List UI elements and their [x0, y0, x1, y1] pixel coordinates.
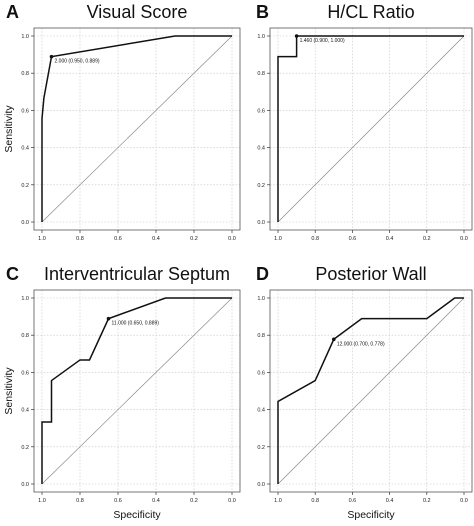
- y-tick-label: 0.8: [21, 333, 29, 339]
- x-tick-label: 0.8: [311, 498, 319, 504]
- y-tick-label: 1.0: [21, 34, 29, 40]
- y-tick-label: 0.0: [21, 220, 29, 226]
- x-tick-label: 0.6: [114, 236, 122, 242]
- roc-panel-c: 1.0 0.8 0.6 0.4 0.2 0.0 0.0 0.2 0.4 0.6 0.8 1.0 11.0…: [3, 264, 241, 521]
- y-tick-label: 0.2: [21, 183, 29, 189]
- cutoff-label: 12.000 (0.700, 0.778): [337, 341, 385, 347]
- x-tick-label: 0.8: [311, 236, 319, 242]
- x-tick-label: 0.6: [349, 498, 357, 504]
- reference-diagonal: [277, 297, 465, 485]
- cutoff-point: [49, 54, 54, 59]
- cutoff-label: 1.460 (0.900, 1.000): [300, 38, 345, 44]
- y-tick-label: 0.2: [21, 445, 29, 451]
- roc-curve: [277, 297, 464, 484]
- roc-panel-b: 1.0 0.8 0.6 0.4 0.2 0.0 0.0 0.2 0.4 0.6 0.8 1.0 1.46…: [256, 2, 473, 242]
- y-tick-label: 1.0: [257, 296, 265, 302]
- cutoff-point: [106, 316, 111, 321]
- panel-letter: B: [256, 2, 269, 22]
- panel-title: Posterior Wall: [315, 264, 426, 284]
- panel-letter: D: [256, 264, 269, 284]
- y-tick-label: 0.6: [257, 108, 265, 114]
- y-tick-label: 0.0: [21, 482, 29, 488]
- reference-diagonal: [41, 297, 233, 485]
- x-tick-label: 0.2: [190, 498, 198, 504]
- cutoff-point: [332, 337, 336, 342]
- x-tick-label: 0.4: [152, 498, 160, 504]
- x-tick-label: 0.0: [228, 236, 236, 242]
- reference-diagonal: [277, 35, 465, 223]
- panel-title: H/CL Ratio: [327, 2, 414, 22]
- y-tick-label: 0.4: [257, 146, 265, 152]
- plot-frame: [33, 27, 241, 231]
- plot-frame: [269, 27, 473, 231]
- x-tick-label: 0.2: [190, 236, 198, 242]
- roc-panel-d: 1.0 0.8 0.6 0.4 0.2 0.0 0.0 0.2 0.4 0.6 0.8 1.0 12.0…: [256, 264, 473, 521]
- x-tick-label: 0.0: [228, 498, 236, 504]
- x-tick-label: 0.4: [386, 236, 394, 242]
- x-tick-label: 0.0: [460, 236, 468, 242]
- x-tick-label: 0.8: [76, 498, 84, 504]
- x-tick-label: 1.0: [274, 498, 282, 504]
- x-tick-label: 0.6: [114, 498, 122, 504]
- x-tick-label: 0.2: [423, 498, 431, 504]
- y-tick-label: 0.0: [257, 482, 265, 488]
- x-axis-label: Specificity: [113, 509, 161, 521]
- x-tick-label: 0.0: [460, 498, 468, 504]
- y-tick-label: 0.2: [257, 445, 265, 451]
- x-tick-label: 0.4: [386, 498, 394, 504]
- y-tick-label: 0.0: [257, 220, 265, 226]
- roc-curve: [41, 35, 232, 222]
- roc-curve: [41, 297, 232, 484]
- y-tick-label: 0.8: [257, 333, 265, 339]
- y-tick-label: 1.0: [257, 34, 265, 40]
- y-tick-label: 0.4: [257, 408, 265, 414]
- x-tick-label: 0.4: [152, 236, 160, 242]
- y-tick-label: 0.4: [21, 146, 29, 152]
- cutoff-label: 11.000 (0.650, 0.889): [112, 321, 160, 327]
- cutoff-label: 2.000 (0.950, 0.889): [55, 59, 100, 65]
- x-tick-label: 1.0: [274, 236, 282, 242]
- y-tick-label: 0.6: [21, 370, 29, 376]
- panel-letter: A: [6, 2, 19, 22]
- y-tick-label: 0.8: [21, 71, 29, 77]
- x-tick-label: 0.6: [349, 236, 357, 242]
- y-tick-label: 0.4: [21, 408, 29, 414]
- reference-diagonal: [41, 35, 233, 223]
- panel-letter: C: [6, 264, 19, 284]
- plot-frame: [269, 289, 473, 493]
- y-tick-label: 0.2: [257, 183, 265, 189]
- x-tick-label: 1.0: [38, 236, 46, 242]
- y-tick-label: 0.6: [257, 370, 265, 376]
- cutoff-point: [294, 34, 299, 38]
- panel-title: Visual Score: [87, 2, 188, 22]
- y-tick-label: 0.8: [257, 71, 265, 77]
- y-tick-label: 0.6: [21, 108, 29, 114]
- plot-frame: [33, 289, 241, 493]
- x-axis-label: Specificity: [347, 509, 395, 521]
- roc-curve: [277, 35, 464, 222]
- panel-title: Interventricular Septum: [44, 264, 230, 284]
- y-axis-label: Sensitivity: [3, 105, 15, 153]
- y-tick-label: 1.0: [21, 296, 29, 302]
- x-tick-label: 0.2: [423, 236, 431, 242]
- x-tick-label: 0.8: [76, 236, 84, 242]
- roc-panel-a: 1.0 0.8 0.6 0.4 0.2 0.0 0.0 0.2 0.4 0.6 0.8 1.0 2.00…: [3, 2, 241, 242]
- x-tick-label: 1.0: [38, 498, 46, 504]
- y-axis-label: Sensitivity: [3, 367, 15, 415]
